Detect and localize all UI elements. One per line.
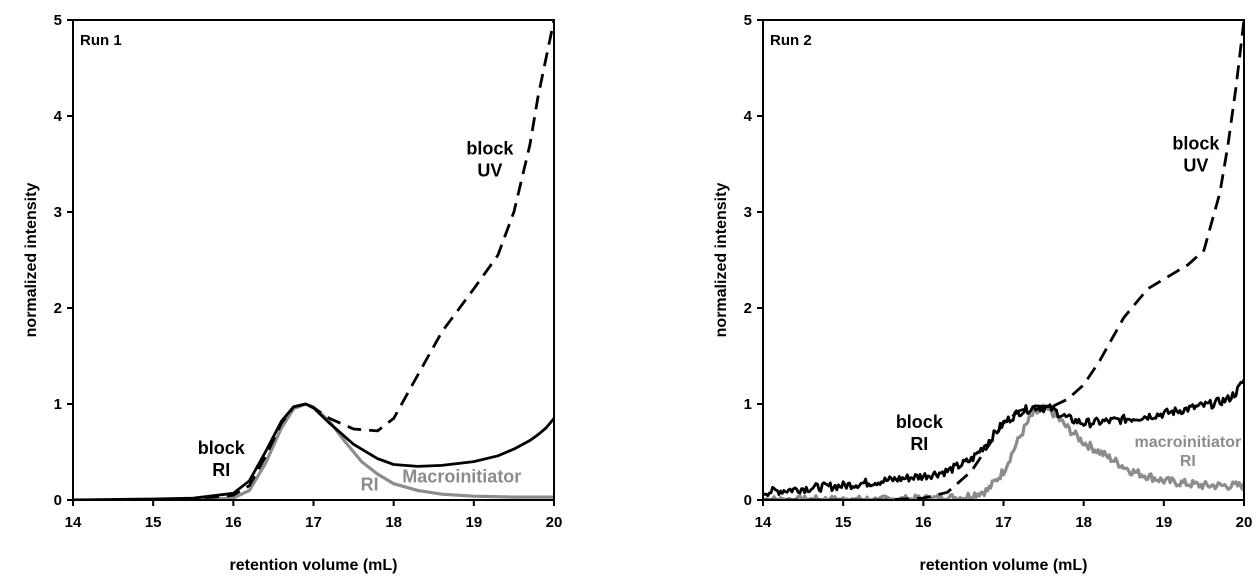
chart-1-x-tick-label: 16 — [225, 514, 242, 531]
chart-2-series-solid-black — [763, 379, 1244, 498]
chart-run-2: 14 15 16 17 18 19 20 0 1 2 3 4 5 block UV block RI macro… — [713, 12, 1252, 574]
chart-2-annotation: block UV — [1172, 134, 1220, 176]
chart-1-annotation: block UV — [466, 138, 514, 180]
chart-2-annotations: block UV block RI macroinitiator RI — [896, 134, 1241, 471]
chart-1-y-tick-label: 2 — [54, 300, 62, 317]
chart-1-y-tick-label: 3 — [54, 204, 62, 221]
chart-2-x-tick-label: 17 — [995, 514, 1012, 531]
chart-2-y-tick-label: 0 — [744, 492, 752, 509]
chart-run-1: 14 15 16 17 18 19 20 0 1 2 3 4 5 block UV block RI RI Mac… — [23, 12, 562, 574]
chart-1-series-dashed-black — [73, 19, 554, 500]
chart-1-y-tick-label: 1 — [54, 396, 62, 413]
chart-2-run-label: Run 2 — [770, 32, 812, 49]
chart-1-annotation: block RI — [198, 438, 246, 480]
chart-2-x-tick-label: 15 — [835, 514, 852, 531]
chart-2-series-dashed-black — [763, 19, 1244, 500]
chart-1-y-tick-label: 5 — [54, 12, 62, 29]
chart-2-x-tick-label: 20 — [1236, 514, 1253, 531]
chart-1-x-tick-label: 15 — [145, 514, 162, 531]
chart-1-annotation: RI — [361, 474, 379, 494]
chart-2-y-tick-label: 5 — [744, 12, 752, 29]
chart-2-ticks: 14 15 16 17 18 19 20 0 1 2 3 4 5 — [744, 12, 1253, 531]
chart-2-x-tick-label: 18 — [1075, 514, 1092, 531]
chart-1-xlabel: retention volume (mL) — [229, 557, 397, 574]
chart-1-x-tick-label: 17 — [305, 514, 322, 531]
chart-1-run-label: Run 1 — [80, 32, 122, 49]
chart-1-y-tick-label: 0 — [54, 492, 62, 509]
chart-1-x-tick-label: 14 — [65, 514, 82, 531]
chart-1-y-tick-label: 4 — [54, 108, 63, 125]
chart-2-x-tick-label: 19 — [1155, 514, 1172, 531]
chart-1-annotations: block UV block RI RI Macroinitiator — [198, 138, 522, 494]
chart-2-series-solid-gray — [763, 403, 1244, 500]
chart-2-y-tick-label: 3 — [744, 204, 752, 221]
chart-1-x-tick-label: 20 — [546, 514, 563, 531]
chart-2-series-layer — [763, 19, 1244, 500]
chart-1-series-solid-black — [73, 402, 554, 500]
chart-1-series-layer — [73, 19, 554, 500]
chart-1-x-tick-label: 18 — [385, 514, 402, 531]
chart-2-plot-frame — [762, 19, 1245, 501]
chart-2-y-tick-label: 4 — [744, 108, 753, 125]
chart-2-y-tick-label: 2 — [744, 300, 752, 317]
chart-1-ticks: 14 15 16 17 18 19 20 0 1 2 3 4 5 — [54, 12, 563, 531]
chart-2-x-tick-label: 16 — [915, 514, 932, 531]
chart-2-x-tick-label: 14 — [755, 514, 772, 531]
chart-2-xlabel: retention volume (mL) — [919, 557, 1087, 574]
chart-2-annotation: macroinitiator RI — [1135, 434, 1242, 470]
chart-1-x-tick-label: 19 — [465, 514, 482, 531]
chart-2-y-tick-label: 1 — [744, 396, 752, 413]
chart-1-plot-frame — [72, 19, 555, 501]
chart-1-annotation: Macroinitiator — [402, 467, 521, 487]
chart-2-ylabel: normalized intensity — [713, 183, 730, 338]
chart-1-ylabel: normalized intensity — [23, 183, 40, 338]
chart-2-annotation: block RI — [896, 412, 944, 454]
